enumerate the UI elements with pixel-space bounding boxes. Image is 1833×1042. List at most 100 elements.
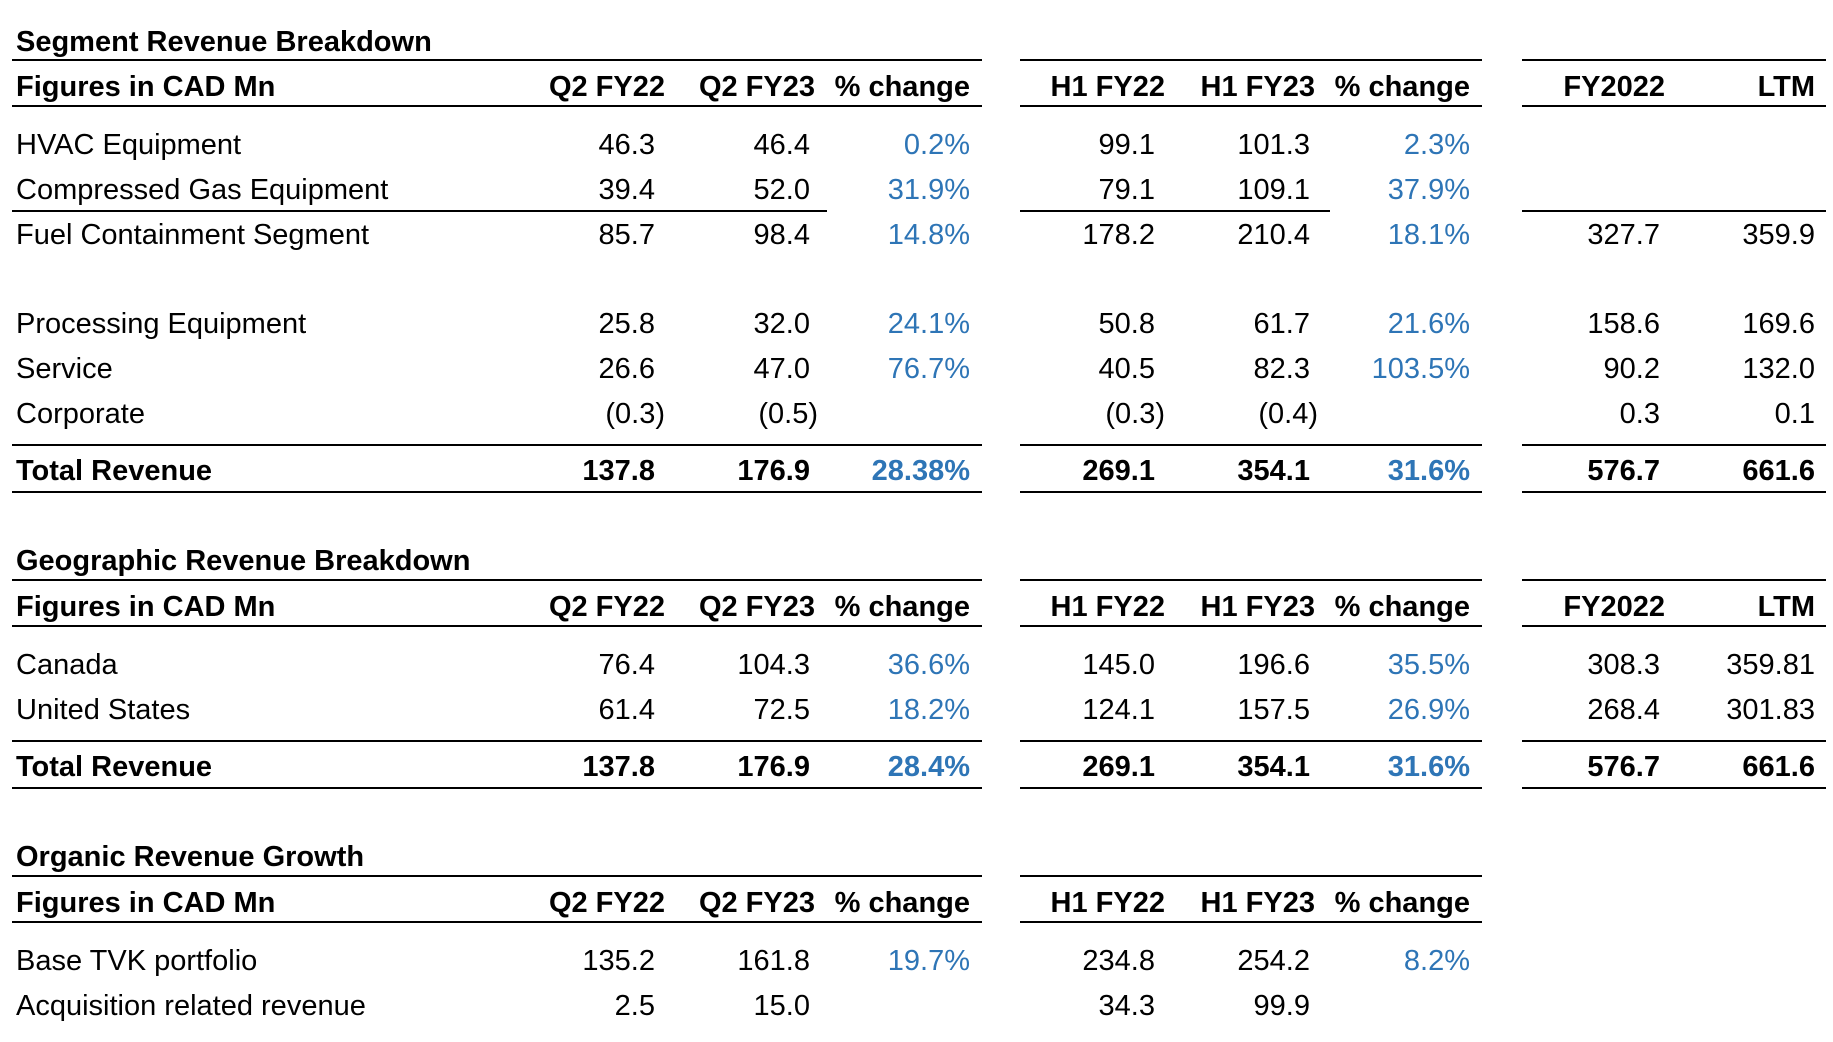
cell-q2-fy23: 47.0 [753,353,810,385]
cell-h1-fy22: 269.1 [1082,751,1155,783]
total-bottom-rule-half [1020,491,1482,493]
column-header-q-pct-change: % change [834,71,970,103]
organic-title-rule [12,875,982,877]
cell-q2-fy23: 72.5 [753,694,810,726]
row-label: Total Revenue [16,751,213,783]
cell-q2-fy22: 26.6 [598,353,655,385]
cell-h1-fy23: 82.3 [1253,353,1310,385]
column-header-h1-fy23: H1 FY23 [1200,591,1315,623]
cell-q2-fy22: (0.3) [605,398,665,430]
total-top-rule-half [1020,740,1482,742]
cell-h1-fy23: 254.2 [1237,945,1310,977]
cell-h-pct-change: 2.3% [1403,129,1470,161]
cell-q2-fy22: 135.2 [582,945,655,977]
cell-q2-fy22: 85.7 [598,219,655,251]
cell-h1-fy22: 99.1 [1098,129,1155,161]
cell-q2-fy23: 52.0 [753,174,810,206]
cell-q2-fy22: 25.8 [598,308,655,340]
geographic-title-rule-half [1020,579,1482,581]
total-bottom-rule-annual [1522,491,1826,493]
column-header-label: Figures in CAD Mn [16,887,276,919]
column-header-q2-fy23: Q2 FY23 [698,887,815,919]
column-header-h-pct-change: % change [1334,887,1470,919]
cell-q2-fy23: 98.4 [753,219,810,251]
subtotal-rule-quarter [12,210,827,212]
organic-header-rule [12,921,982,923]
cell-q-pct-change: 76.7% [887,353,970,385]
cell-h1-fy23: 109.1 [1237,174,1310,206]
column-header-h-pct-change: % change [1334,71,1470,103]
organic-header-rule-half [1020,921,1482,923]
cell-h1-fy23: 354.1 [1237,455,1310,487]
geographic-table-title: Geographic Revenue Breakdown [16,545,471,577]
cell-q-pct-change [820,399,970,429]
row-label: Total Revenue [16,455,213,487]
cell-h1-fy23: 354.1 [1237,751,1310,783]
total-bottom-rule [12,787,982,789]
cell-fy2022: 308.3 [1587,649,1660,681]
row-label: United States [16,694,191,726]
cell-q-pct-change: 19.7% [887,945,970,977]
row-label: Processing Equipment [16,308,307,340]
cell-h1-fy23: 99.9 [1253,990,1310,1022]
column-header-label: Figures in CAD Mn [16,591,276,623]
organic-title-rule-half [1020,875,1482,877]
total-top-rule-half [1020,444,1482,446]
column-header-h1-fy22: H1 FY22 [1050,887,1165,919]
total-bottom-rule-annual [1522,787,1826,789]
cell-ltm: 661.6 [1742,751,1815,783]
cell-h1-fy23: 210.4 [1237,219,1310,251]
column-header-ltm: LTM [1757,591,1815,623]
cell-h-pct-change [1320,399,1470,429]
total-top-rule [12,444,982,446]
cell-h1-fy22: 79.1 [1098,174,1155,206]
cell-ltm: 359.9 [1742,219,1815,251]
row-label: Fuel Containment Segment [16,219,370,251]
column-header-q2-fy22: Q2 FY22 [548,887,665,919]
cell-h1-fy23: 157.5 [1237,694,1310,726]
row-label: HVAC Equipment [16,129,242,161]
cell-h-pct-change: 18.1% [1387,219,1470,251]
cell-h1-fy22: (0.3) [1105,398,1165,430]
cell-fy2022: 268.4 [1587,694,1660,726]
cell-ltm: 0.1 [1774,398,1815,430]
column-header-q-pct-change: % change [834,591,970,623]
cell-ltm [1670,130,1815,160]
column-header-h1-fy23: H1 FY23 [1200,887,1315,919]
column-header-h1-fy23: H1 FY23 [1200,71,1315,103]
cell-q-pct-change: 18.2% [887,694,970,726]
cell-h-pct-change: 8.2% [1403,945,1470,977]
cell-h1-fy23: 196.6 [1237,649,1310,681]
cell-h1-fy23: 61.7 [1253,308,1310,340]
cell-q2-fy23: 176.9 [737,455,810,487]
segment-header-rule [12,105,982,107]
row-label: Base TVK portfolio [16,945,258,977]
cell-fy2022: 576.7 [1587,455,1660,487]
cell-q2-fy23: 161.8 [737,945,810,977]
geographic-title-rule-annual [1522,579,1826,581]
column-header-q-pct-change: % change [834,887,970,919]
cell-h1-fy23: 101.3 [1237,129,1310,161]
column-header-fy2022: FY2022 [1563,71,1665,103]
cell-h-pct-change: 35.5% [1387,649,1470,681]
cell-q2-fy22: 39.4 [598,174,655,206]
segment-title-rule [12,59,982,61]
cell-q-pct-change: 28.38% [871,455,970,487]
column-header-q2-fy23: Q2 FY23 [698,71,815,103]
cell-q-pct-change: 28.4% [887,751,970,783]
geographic-header-rule-half [1020,625,1482,627]
cell-q2-fy22: 61.4 [598,694,655,726]
cell-h1-fy22: 145.0 [1082,649,1155,681]
geographic-header-rule-annual [1522,625,1826,627]
column-header-label: Figures in CAD Mn [16,71,276,103]
cell-h-pct-change [1320,991,1470,1021]
segment-title-rule-annual [1522,59,1826,61]
cell-h1-fy22: 50.8 [1098,308,1155,340]
row-label: Service [16,353,113,385]
cell-fy2022 [1520,175,1660,205]
cell-fy2022: 576.7 [1587,751,1660,783]
cell-fy2022: 327.7 [1587,219,1660,251]
segment-header-rule-half [1020,105,1482,107]
total-bottom-rule-half [1020,787,1482,789]
